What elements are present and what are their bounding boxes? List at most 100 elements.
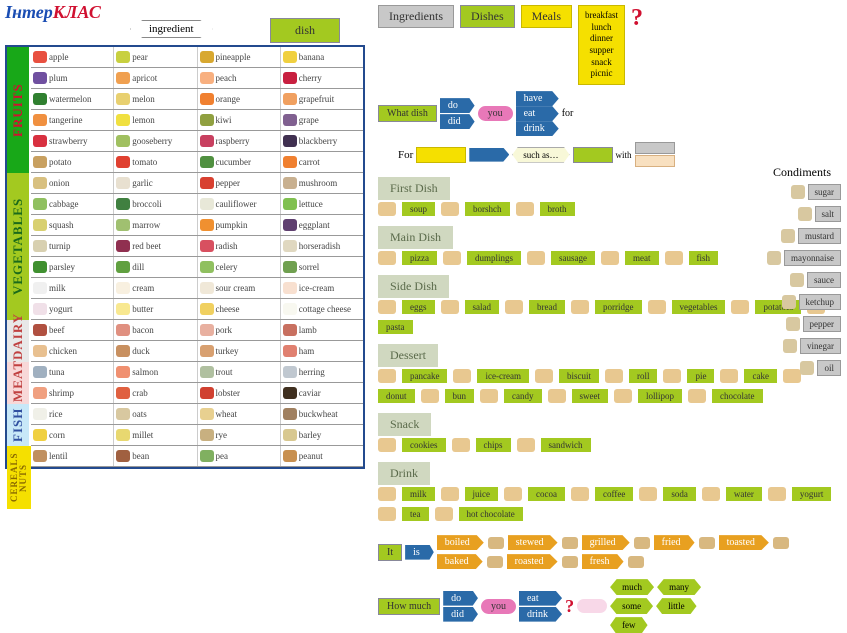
food-icon <box>116 156 130 168</box>
header-dishes: Dishes <box>460 5 515 28</box>
food-icon <box>116 261 130 273</box>
dish-icon <box>720 369 738 383</box>
food-cell: cauliflower <box>198 194 281 214</box>
food-icon <box>33 156 47 168</box>
food-cell: bean <box>114 446 197 466</box>
food-cell: cottage cheese <box>281 299 363 319</box>
food-cell: ham <box>281 341 363 361</box>
food-cell: crab <box>114 383 197 403</box>
quantity-option: few <box>610 617 648 633</box>
it-label: It <box>378 544 402 561</box>
food-icon <box>283 156 297 168</box>
food-cell: buckwheat <box>281 404 363 424</box>
food-icon <box>116 198 130 210</box>
cooking-method: grilled <box>582 535 630 550</box>
blank-green[interactable] <box>573 147 613 163</box>
food-cell: strawberry <box>31 131 114 151</box>
food-icon <box>116 135 130 147</box>
blank-pill[interactable] <box>577 599 607 613</box>
cook-icon <box>487 556 503 568</box>
food-icon <box>116 408 130 420</box>
food-cell: apricot <box>114 68 197 88</box>
have-arrow: have <box>516 91 559 106</box>
food-icon <box>200 429 214 441</box>
food-icon <box>116 72 130 84</box>
food-cell: apple <box>31 47 114 67</box>
food-cell: plum <box>31 68 114 88</box>
food-cell: banana <box>281 47 363 67</box>
dish-item: chips <box>476 438 511 452</box>
dish-icon <box>517 438 535 452</box>
dish-icon <box>378 202 396 216</box>
dish-item: bread <box>529 300 565 314</box>
food-icon <box>283 177 297 189</box>
food-cell: beef <box>31 320 114 340</box>
condiment-icon <box>781 229 795 243</box>
food-cell: grapefruit <box>281 89 363 109</box>
food-icon <box>116 303 130 315</box>
food-cell: barley <box>281 425 363 445</box>
condiment-icon <box>767 251 781 265</box>
cooking-method: roasted <box>507 554 558 569</box>
section-main-dish: Main Dish <box>378 226 453 249</box>
food-icon <box>116 366 130 378</box>
condiment-item: pepper <box>763 316 841 332</box>
food-cell: chicken <box>31 341 114 361</box>
table-row: plumapricotpeachcherry <box>31 68 363 89</box>
table-row: strawberrygooseberryraspberryblackberry <box>31 131 363 152</box>
section-first-dish: First Dish <box>378 177 450 200</box>
table-row: applepearpineapplebanana <box>31 47 363 68</box>
table-row: squashmarrowpumpkineggplant <box>31 215 363 236</box>
blank-yellow[interactable] <box>416 147 466 163</box>
dish-item: pie <box>687 369 714 383</box>
dish-icon <box>378 487 396 501</box>
food-icon <box>116 240 130 252</box>
food-icon <box>33 303 47 315</box>
category-fish: FISH <box>7 404 29 446</box>
dish-item: roll <box>629 369 658 383</box>
dish-item: lollipop <box>638 389 682 403</box>
food-cell: marrow <box>114 215 197 235</box>
question-mark-icon: ? <box>631 5 643 32</box>
dish-icon <box>453 369 471 383</box>
condiment-icon <box>790 273 804 287</box>
food-icon <box>116 387 130 399</box>
food-icon <box>200 219 214 231</box>
dish-icon <box>378 251 396 265</box>
food-icon <box>283 219 297 231</box>
food-icon <box>283 114 297 126</box>
sentence-what-dish: What dish do did you have eat drink for <box>378 91 843 136</box>
dish-item: broth <box>540 202 575 216</box>
food-icon <box>33 177 47 189</box>
drink-arrow: drink <box>516 121 559 136</box>
dish-icon <box>665 251 683 265</box>
food-icon <box>33 450 47 462</box>
food-icon <box>33 324 47 336</box>
food-icon <box>116 219 130 231</box>
food-icon <box>116 177 130 189</box>
eat-arrow: eat <box>516 106 559 121</box>
food-icon <box>283 408 297 420</box>
condiments-panel: Condiments sugarsaltmustardmayonnaisesau… <box>763 165 841 382</box>
for-label: For <box>398 149 413 161</box>
hm-did-arrow: did <box>443 607 478 622</box>
category-fruits: FRUITS <box>7 47 29 173</box>
food-cell: carrot <box>281 152 363 172</box>
food-cell: celery <box>198 257 281 277</box>
dish-item: ice-cream <box>477 369 528 383</box>
right-panel: Ingredients Dishes Meals breakfastlunchd… <box>378 5 843 633</box>
table-row: milkcreamsour creamice-cream <box>31 278 363 299</box>
table-row: tunasalmontroutherring <box>31 362 363 383</box>
food-icon <box>116 282 130 294</box>
table-row: chickenduckturkeyham <box>31 341 363 362</box>
food-cell: tangerine <box>31 110 114 130</box>
blank-tan[interactable] <box>635 155 675 167</box>
food-cell: blackberry <box>281 131 363 151</box>
food-icon <box>33 198 47 210</box>
food-cell: gooseberry <box>114 131 197 151</box>
food-cell: lettuce <box>281 194 363 214</box>
food-icon <box>283 135 297 147</box>
food-icon <box>116 51 130 63</box>
blank-gray1[interactable] <box>635 142 675 154</box>
dish-item: eggs <box>402 300 435 314</box>
